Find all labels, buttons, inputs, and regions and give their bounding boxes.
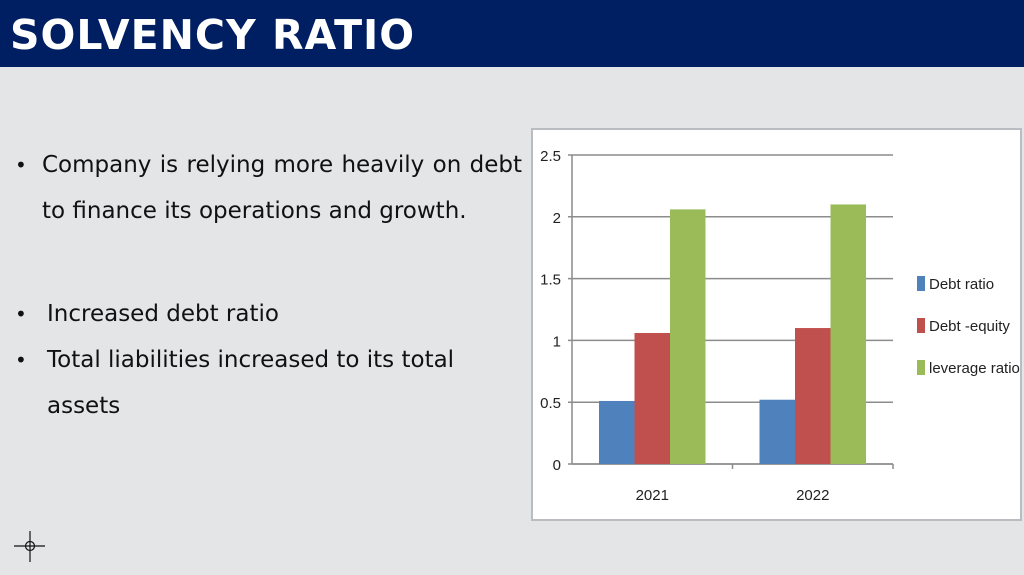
bar xyxy=(670,209,706,464)
bar xyxy=(634,332,670,464)
title-bar: SOLVENCY RATIO xyxy=(0,0,1024,67)
bullet-item: Increased debt ratio xyxy=(47,301,279,327)
y-tick-label: 2.5 xyxy=(540,148,561,165)
bar-chart: 0 0.5 1 1.5 2 2.5 2021 2022 Debt ratio Debt -equi… xyxy=(540,148,1020,504)
slide-title: SOLVENCY RATIO xyxy=(10,11,416,59)
body-paragraph: Company is relying more heavily on debt … xyxy=(42,152,522,224)
bar xyxy=(830,204,866,464)
bar xyxy=(599,400,635,464)
y-tick-label: 1 xyxy=(553,333,561,350)
bullet-marker: • xyxy=(15,302,27,326)
bullet-item: Total liabilities increased to its total… xyxy=(47,347,455,419)
legend-swatch xyxy=(917,276,925,291)
y-tick-label: 1.5 xyxy=(540,272,561,289)
x-tick-label: 2021 xyxy=(636,487,669,504)
legend-label: Debt -equity xyxy=(929,318,1010,335)
y-tick-label: 0 xyxy=(553,457,561,474)
chart-container: 0 0.5 1 1.5 2 2.5 2021 2022 Debt ratio Debt -equi… xyxy=(531,128,1022,521)
crosshair-icon xyxy=(14,531,45,562)
bullet-marker: • xyxy=(15,348,27,372)
legend-label: Debt ratio xyxy=(929,276,994,293)
legend-label: leverage ratio xyxy=(929,360,1020,377)
bullet-marker: • xyxy=(15,153,27,177)
x-tick-label: 2022 xyxy=(796,487,829,504)
legend-swatch xyxy=(917,318,925,333)
bar xyxy=(759,399,795,464)
y-tick-label: 0.5 xyxy=(540,395,561,412)
y-tick-label: 2 xyxy=(553,210,561,227)
legend-swatch xyxy=(917,360,925,375)
bar xyxy=(795,328,831,464)
